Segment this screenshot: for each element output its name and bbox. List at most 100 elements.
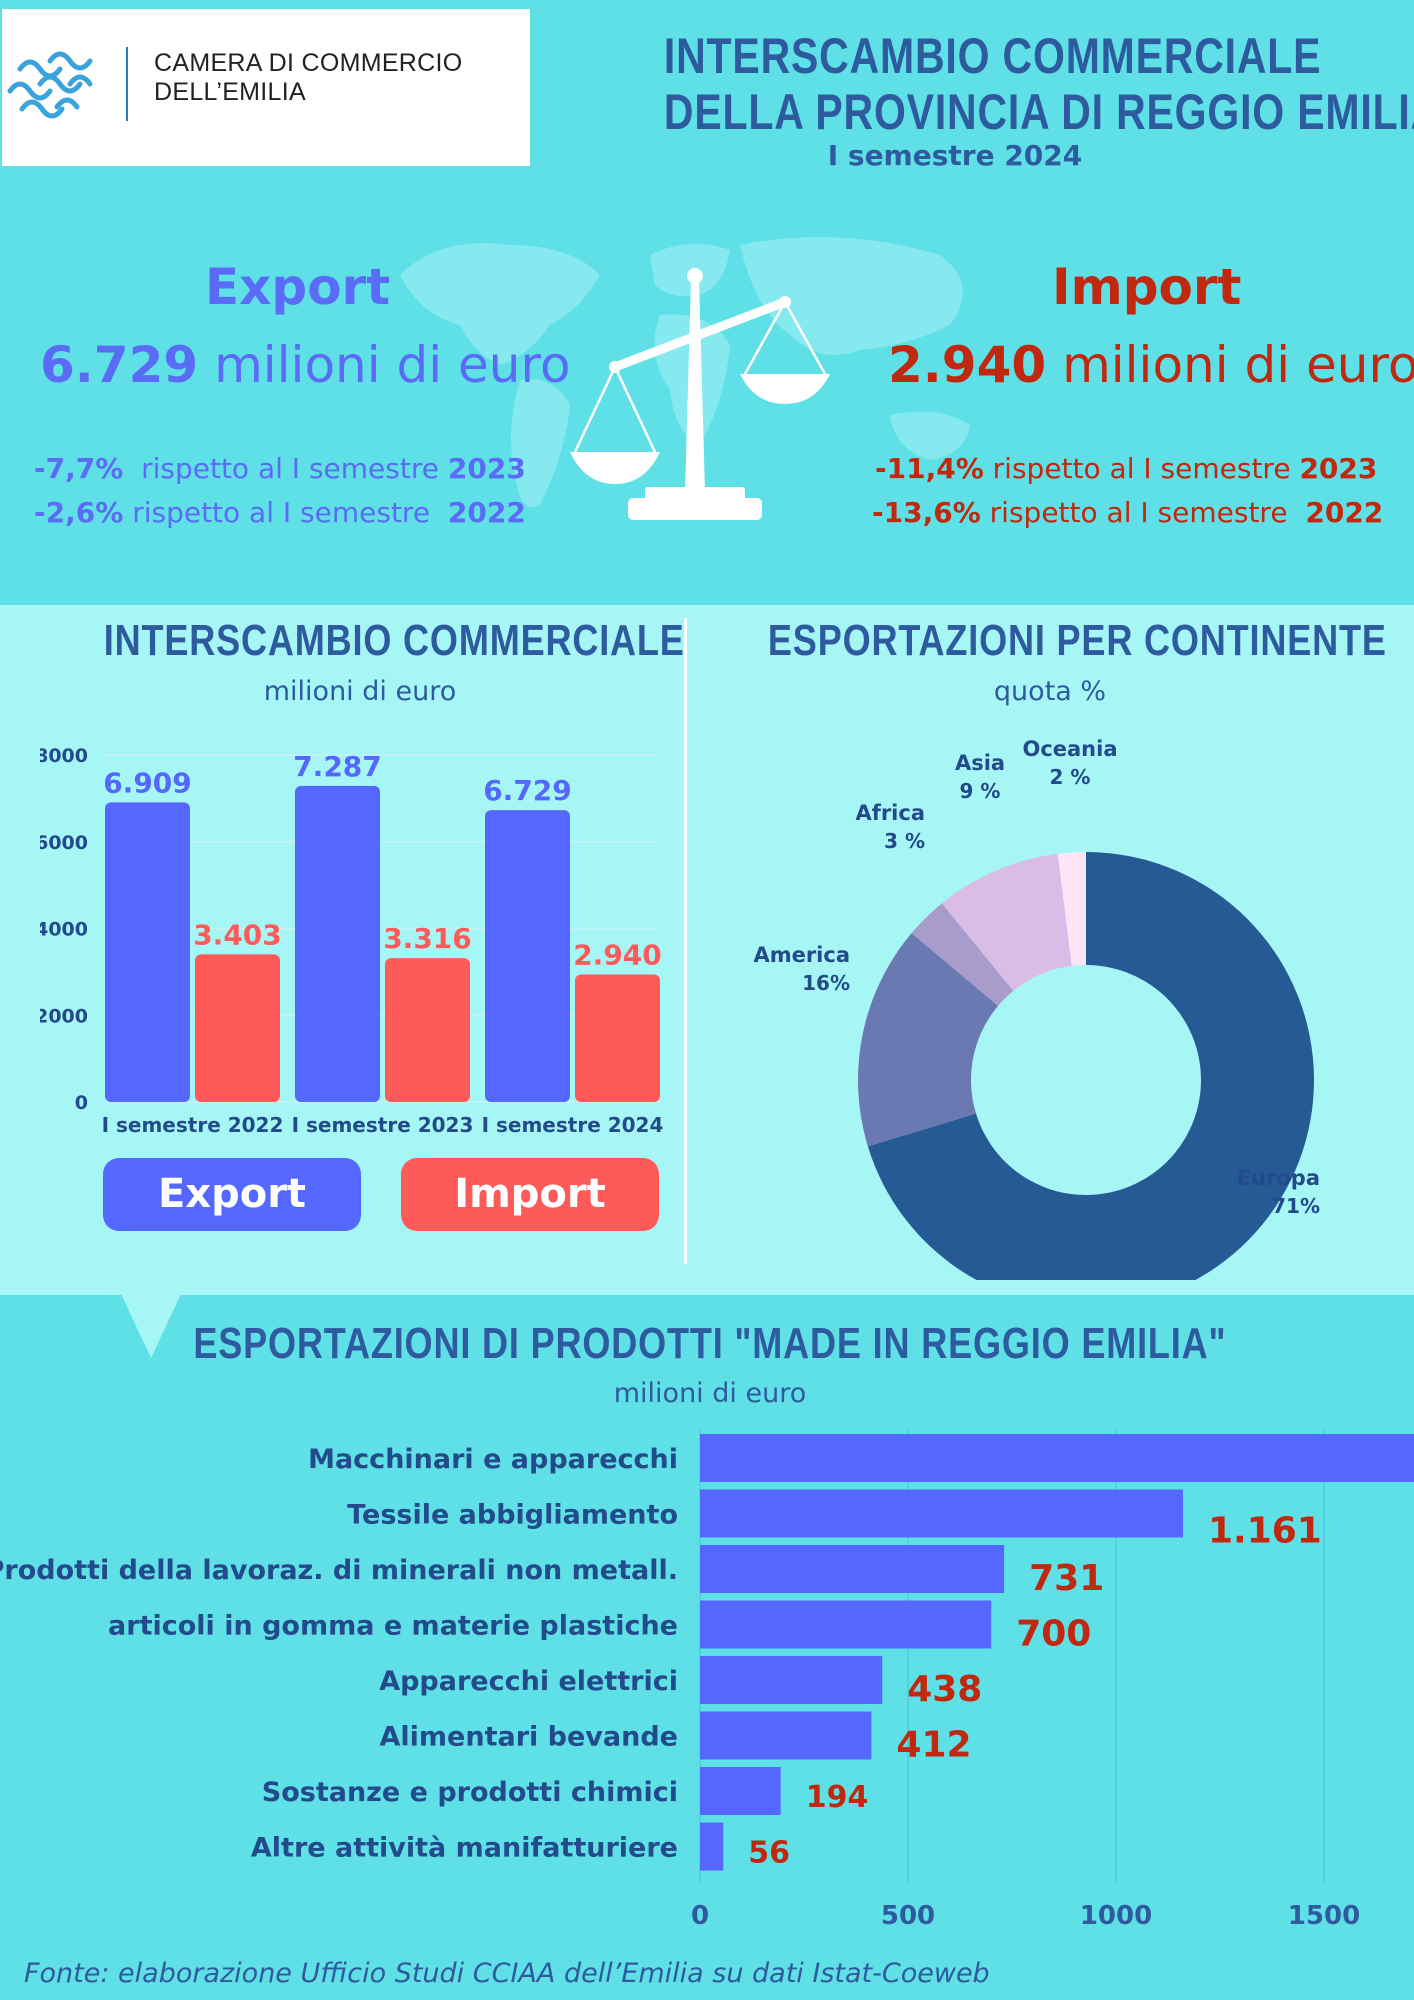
logo-divider <box>126 47 128 121</box>
donut-label-value: 71% <box>1272 1194 1320 1218</box>
bar-export <box>295 785 380 1102</box>
product-label: Altre attività manifatturiere <box>251 1833 678 1864</box>
bar-value-label: 3.316 <box>383 922 472 955</box>
export-var-2022-pct: -2,6% <box>34 496 124 529</box>
product-bar <box>700 1600 992 1649</box>
x-tick-label: 1500 <box>1288 1901 1360 1930</box>
balance-scale-icon <box>570 268 830 520</box>
y-tick-label: 4000 <box>40 919 88 941</box>
export-var-2023-year: 2023 <box>447 452 526 485</box>
import-var-2023-text: rispetto al I semestre <box>992 452 1291 485</box>
bar-export <box>485 810 570 1102</box>
export-variation-2023: -7,7% rispetto al I semestre 2023 <box>34 452 526 485</box>
x-tick-label: I semestre 2022 <box>102 1113 284 1137</box>
world-map-background <box>400 237 970 507</box>
import-total: 2.940 milioni di euro <box>888 336 1414 394</box>
logo-text: CAMERA DI COMMERCIO DELL’EMILIA <box>154 49 463 107</box>
legend-export: Export <box>103 1158 361 1231</box>
bar-value-label: 6.909 <box>103 766 192 799</box>
bar-import <box>575 974 660 1102</box>
donut-label-name: Africa <box>855 801 925 825</box>
products-chart-title: ESPORTAZIONI DI PRODOTTI "MADE IN REGGIO… <box>80 1318 1340 1369</box>
export-var-2023-text: rispetto al I semestre <box>141 452 439 485</box>
y-tick-label: 0 <box>75 1092 88 1114</box>
product-label: Sostanze e prodotti chimici <box>262 1777 678 1808</box>
bar-import <box>195 954 280 1102</box>
panel-divider <box>684 618 687 1264</box>
product-label: Macchinari e apparecchi <box>308 1444 678 1475</box>
x-tick-label: I semestre 2023 <box>292 1113 474 1137</box>
continent-donut-chart: Europa 71% America 16% Africa 3 % Asia 9 % Ocean… <box>753 737 1320 1280</box>
donut-slice-africa <box>911 903 1014 1006</box>
import-var-2023-pct: -11,4% <box>875 452 984 485</box>
speech-notch <box>121 1294 181 1358</box>
chamber-logo-icon <box>7 51 93 119</box>
donut-label-name: Europa <box>1237 1166 1320 1190</box>
pie-chart-title-text: ESPORTAZIONI PER CONTINENTE <box>767 616 1387 665</box>
bar-chart-title: INTERSCAMBIO COMMERCIALE <box>40 615 684 666</box>
export-total-value: 6.729 <box>40 336 199 394</box>
x-tick-label: 500 <box>881 1901 935 1930</box>
y-tick-label: 2000 <box>40 1005 88 1027</box>
donut-slice-europa <box>867 852 1314 1280</box>
bar-import <box>385 958 470 1102</box>
products-chart-subtitle: milioni di euro <box>613 1378 807 1409</box>
bar-value-label: 2.940 <box>573 938 662 971</box>
export-var-2023-pct: -7,7% <box>34 452 124 485</box>
product-label: Alimentari bevande <box>380 1722 679 1753</box>
product-bar <box>700 1656 883 1704</box>
import-label: Import <box>1052 258 1242 316</box>
bar-value-label: 3.403 <box>193 918 282 951</box>
product-value-label: 438 <box>907 1669 982 1710</box>
import-var-2023-year: 2023 <box>1299 452 1378 485</box>
page-subtitle: I semestre 2024 <box>827 139 1083 172</box>
product-value-label: 412 <box>896 1725 971 1766</box>
product-value-label: 731 <box>1029 1558 1104 1599</box>
logo-line-1: CAMERA DI COMMERCIO <box>154 49 463 77</box>
y-tick-label: 6000 <box>40 832 88 854</box>
donut-slice-oceania <box>1057 852 1086 966</box>
page-title-line-2: DELLA PROVINCIA DI REGGIO EMILIA <box>663 84 1414 140</box>
logo-line-2: DELL’EMILIA <box>154 78 306 106</box>
export-variation-2022: -2,6% rispetto al I semestre 2022 <box>34 496 526 529</box>
page-title-line-1: INTERSCAMBIO COMMERCIALE <box>663 28 1322 84</box>
x-tick-label: 0 <box>691 1901 709 1930</box>
import-total-value: 2.940 <box>888 336 1047 394</box>
donut-label-value: 9 % <box>960 779 1001 803</box>
product-label: articoli in gomma e materie plastiche <box>108 1611 678 1642</box>
y-tick-label: 8000 <box>40 745 88 767</box>
bar-value-label: 7.287 <box>293 750 382 783</box>
products-chart-title-text: ESPORTAZIONI DI PRODOTTI "MADE IN REGGIO… <box>193 1319 1227 1368</box>
import-variation-2022: -13,6% rispetto al I semestre 2022 <box>872 496 1383 529</box>
export-var-2022-year: 2022 <box>447 496 526 529</box>
product-bar <box>700 1545 1005 1593</box>
export-label: Export <box>205 258 391 316</box>
product-label: Apparecchi elettrici <box>379 1666 678 1697</box>
import-var-2022-year: 2022 <box>1305 496 1384 529</box>
donut-slice-asia <box>941 853 1072 991</box>
product-value-label: 1.161 <box>1208 1511 1322 1552</box>
donut-label-name: Asia <box>955 751 1005 775</box>
pie-chart-title: ESPORTAZIONI PER CONTINENTE <box>700 615 1400 666</box>
import-variation-2023: -11,4% rispetto al I semestre 2023 <box>875 452 1377 485</box>
product-value-label: 700 <box>1016 1614 1091 1655</box>
legend-import: Import <box>401 1158 659 1231</box>
product-bar <box>700 1767 781 1815</box>
product-bar <box>700 1822 724 1871</box>
product-bar <box>700 1711 872 1760</box>
bar-export <box>105 802 190 1102</box>
product-label: Tessile abbigliamento <box>347 1500 678 1531</box>
pie-chart-subtitle: quota % <box>993 676 1107 707</box>
x-tick-label: I semestre 2024 <box>482 1113 664 1137</box>
donut-hole <box>972 966 1200 1194</box>
donut-slice-america <box>858 933 999 1147</box>
product-bar <box>700 1489 1183 1538</box>
source-note: Fonte: elaborazione Ufficio Studi CCIAA … <box>24 1958 990 1989</box>
export-total-unit: milioni di euro <box>214 336 571 394</box>
products-bar-chart: 050010001500200025003000Macchinari e app… <box>0 1428 1414 1930</box>
donut-label-value: 16% <box>802 971 850 995</box>
bar-chart-title-text: INTERSCAMBIO COMMERCIALE <box>103 616 685 665</box>
export-total: 6.729 milioni di euro <box>40 336 571 394</box>
donut-label-name: Oceania <box>1022 737 1117 761</box>
x-tick-label: 1000 <box>1080 1901 1152 1930</box>
